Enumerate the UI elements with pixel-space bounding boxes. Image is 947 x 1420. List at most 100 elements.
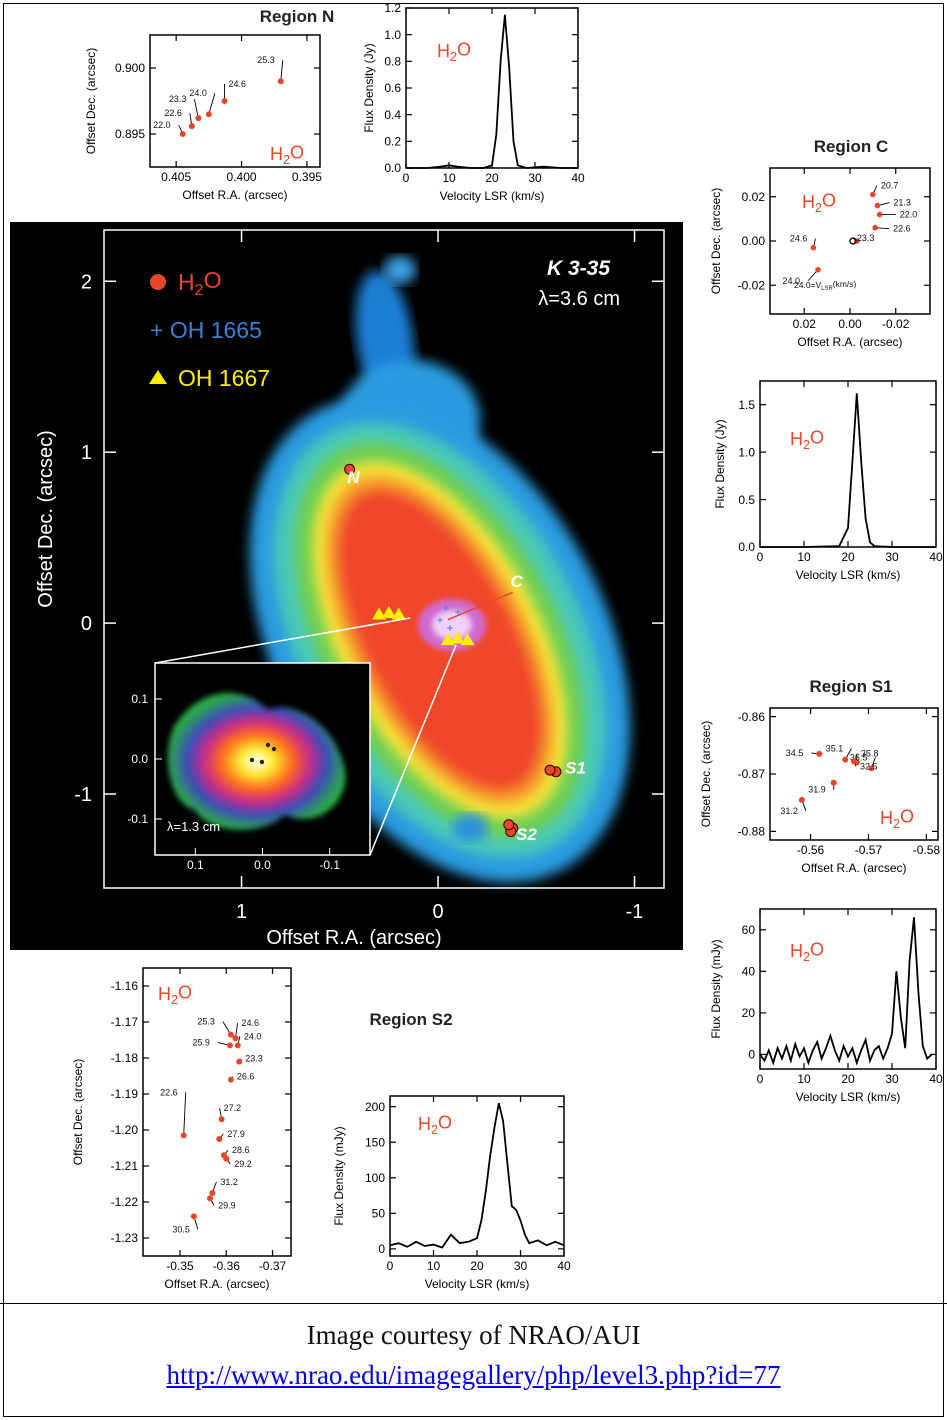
regionS2_spec-ytick-label: 100 bbox=[365, 1171, 385, 1185]
oh1667-maser-marker bbox=[391, 607, 406, 620]
caption: Image courtesy of NRAO/AUI http://www.nr… bbox=[0, 1303, 947, 1418]
regionS1_pos-maser-point bbox=[816, 750, 823, 757]
inset-emission bbox=[167, 693, 346, 830]
regionN_pos-leader bbox=[208, 93, 216, 115]
regionC_pos-ytick-label: -0.02 bbox=[738, 278, 766, 292]
regionN_spec-ytick-label: 0.0 bbox=[384, 161, 401, 175]
oh1667-maser-marker bbox=[450, 631, 465, 644]
regionC_pos-maser-point bbox=[872, 224, 878, 231]
oh1665-maser-marker: + bbox=[442, 601, 449, 615]
regionN_spec-h2o-label: H2O bbox=[437, 39, 471, 63]
regionC_pos-maser-point bbox=[876, 211, 883, 218]
regionN_pos-maser-point bbox=[188, 123, 195, 130]
inset-maser-marker bbox=[265, 742, 271, 748]
regionS2_pos-point-label: 28.6 bbox=[232, 1145, 250, 1155]
inset-connector-top bbox=[154, 617, 411, 664]
regionS2_spec-ytick-label: 150 bbox=[365, 1135, 385, 1149]
regionN_pos-point-label: 22.6 bbox=[164, 108, 182, 118]
regionS2_pos-point-label: 31.2 bbox=[220, 1177, 238, 1187]
regionS2_pos-xtick-label: -0.36 bbox=[213, 1259, 241, 1273]
main-ylabel: Offset Dec. (arcsec) bbox=[35, 430, 57, 607]
regionS1_spec-xtick-label: 20 bbox=[841, 1072, 855, 1086]
regionS1_pos-xtick-label: -0.56 bbox=[797, 843, 825, 857]
regionN_pos-maser-point bbox=[277, 78, 284, 85]
regionS2_pos-maser-point bbox=[216, 1136, 223, 1142]
regionC_spec-xtick-label: 10 bbox=[797, 550, 811, 564]
regionC_spec-xtick-label: 40 bbox=[929, 550, 943, 564]
regionS2_pos-maser-point bbox=[232, 1035, 239, 1042]
regionN_pos-leader bbox=[193, 99, 199, 119]
regionS2_pos-maser-point bbox=[227, 1076, 234, 1083]
regionS2_pos-title: Region S2 bbox=[369, 1010, 452, 1029]
regionS1_spec-xtick-label: 30 bbox=[885, 1072, 899, 1086]
regionC-reference-marker bbox=[849, 237, 857, 245]
main-xlabel: Offset R.A. (arcsec) bbox=[266, 927, 441, 949]
regionS2_pos-ytick-label: -1.23 bbox=[111, 1231, 139, 1245]
legend-item: OH 1667 bbox=[178, 365, 270, 391]
main-ytick-label: 1 bbox=[81, 442, 92, 464]
regionC_pos-point-label: 24.0 bbox=[782, 276, 800, 286]
regionC_spec-ytick-label: 0.5 bbox=[738, 493, 755, 507]
caption-link[interactable]: http://www.nrao.edu/imagegallery/php/lev… bbox=[166, 1360, 781, 1390]
regionS2_pos-ytick-label: -1.21 bbox=[111, 1159, 139, 1173]
inset-ytick-label: 0.0 bbox=[131, 752, 148, 766]
regionS2_pos-h2o-label: H2O bbox=[158, 982, 192, 1006]
regionC_spec-spectrum-line bbox=[760, 393, 936, 548]
inset-chart: 0.1 0.0 -0.1 0.1 0.0 -0.1 λ=1.3 cm bbox=[127, 617, 457, 872]
oh1667-maser-marker bbox=[440, 633, 455, 646]
legend-h2o-marker bbox=[150, 274, 166, 290]
regionS1_spec-ytick-label: 60 bbox=[742, 923, 756, 937]
regionS2_pos-point-label: 29.2 bbox=[234, 1159, 252, 1169]
regionC_pos-title: Region C bbox=[814, 137, 889, 156]
regionC_pos-ylabel: Offset Dec. (arcsec) bbox=[709, 188, 723, 294]
regionS2_pos-xlabel: Offset R.A. (arcsec) bbox=[164, 1277, 269, 1291]
oh1667-maser-marker bbox=[381, 605, 396, 618]
regionN_pos-point-label: 25.3 bbox=[257, 55, 275, 65]
regionS1_pos-point-label: 31.9 bbox=[808, 785, 826, 795]
regionS1_pos-h2o-label: H2O bbox=[880, 806, 914, 830]
main-ytick-label: 2 bbox=[81, 271, 92, 293]
regionC_pos-maser-point bbox=[815, 266, 821, 273]
regionS2_spec-xtick-label: 40 bbox=[557, 1259, 571, 1273]
oh1667-maser-marker bbox=[372, 607, 387, 620]
legend-oh1667-marker bbox=[149, 370, 167, 384]
regionS1_spec-xtick-label: 40 bbox=[929, 1072, 943, 1086]
regionS1_spec-spectrum-line bbox=[759, 917, 933, 1066]
oh1665-maser-marker: + bbox=[454, 605, 461, 619]
inset-maser-marker bbox=[271, 746, 277, 752]
regionS1_pos-maser-point bbox=[851, 758, 857, 765]
main-legend: H2O + OH 1665 OH 1667 bbox=[149, 267, 270, 391]
regionS1_pos-maser-point bbox=[842, 756, 849, 763]
regionN_spec-spectrum-line bbox=[406, 14, 578, 169]
regionC_pos-xlabel: Offset R.A. (arcsec) bbox=[797, 335, 902, 349]
regionC_spec-ylabel: Flux Density (Jy) bbox=[713, 419, 727, 508]
caption-credit: Image courtesy of NRAO/AUI bbox=[306, 1320, 641, 1350]
regionS1_pos-point-label: 35.1 bbox=[826, 744, 844, 754]
regionS1_spec-h2o-label: H2O bbox=[790, 939, 824, 963]
regionN_pos-point-label: 24.6 bbox=[229, 79, 247, 89]
regionC_spec-ytick-label: 0.0 bbox=[738, 540, 755, 554]
regionS2_pos-ytick-label: -1.18 bbox=[111, 1051, 139, 1065]
regionS2_spec-ytick-label: 50 bbox=[372, 1207, 386, 1221]
regionS2_pos-point-label: 22.6 bbox=[160, 1087, 178, 1097]
region-label-n: N bbox=[347, 468, 360, 487]
regionC-velocity-note: 24.0=VLSR(km/s) bbox=[794, 279, 857, 292]
regionS1_spec-ytick-label: 20 bbox=[742, 1006, 756, 1020]
regionS2_spec-ytick-label: 0 bbox=[378, 1242, 385, 1256]
regionS2_pos-ytick-label: -1.17 bbox=[111, 1015, 139, 1029]
legend-item: + OH 1665 bbox=[150, 317, 262, 343]
regionC_spec-xtick-label: 20 bbox=[841, 550, 855, 564]
figure-frame bbox=[3, 3, 944, 1417]
regionN_spec-xtick-label: 10 bbox=[442, 171, 456, 185]
regionN_pos-maser-point bbox=[179, 131, 186, 137]
regionS2_pos-leader bbox=[183, 1092, 187, 1136]
regionS2_pos-ytick-label: -1.20 bbox=[111, 1123, 139, 1137]
regionN_pos-title: Region N bbox=[260, 7, 335, 26]
regionN_spec-ytick-label: 0.6 bbox=[384, 81, 401, 95]
main-xtick-label: 0 bbox=[432, 901, 443, 923]
regionN_pos-maser-point bbox=[195, 115, 202, 122]
regionC_pos-point-label: 20.7 bbox=[881, 181, 899, 191]
regionN_spec-xtick-label: 0 bbox=[403, 171, 410, 185]
regionN_pos-ytick-label: 0.895 bbox=[115, 127, 145, 141]
regionS1_pos-point-label: 34.5 bbox=[786, 748, 804, 758]
